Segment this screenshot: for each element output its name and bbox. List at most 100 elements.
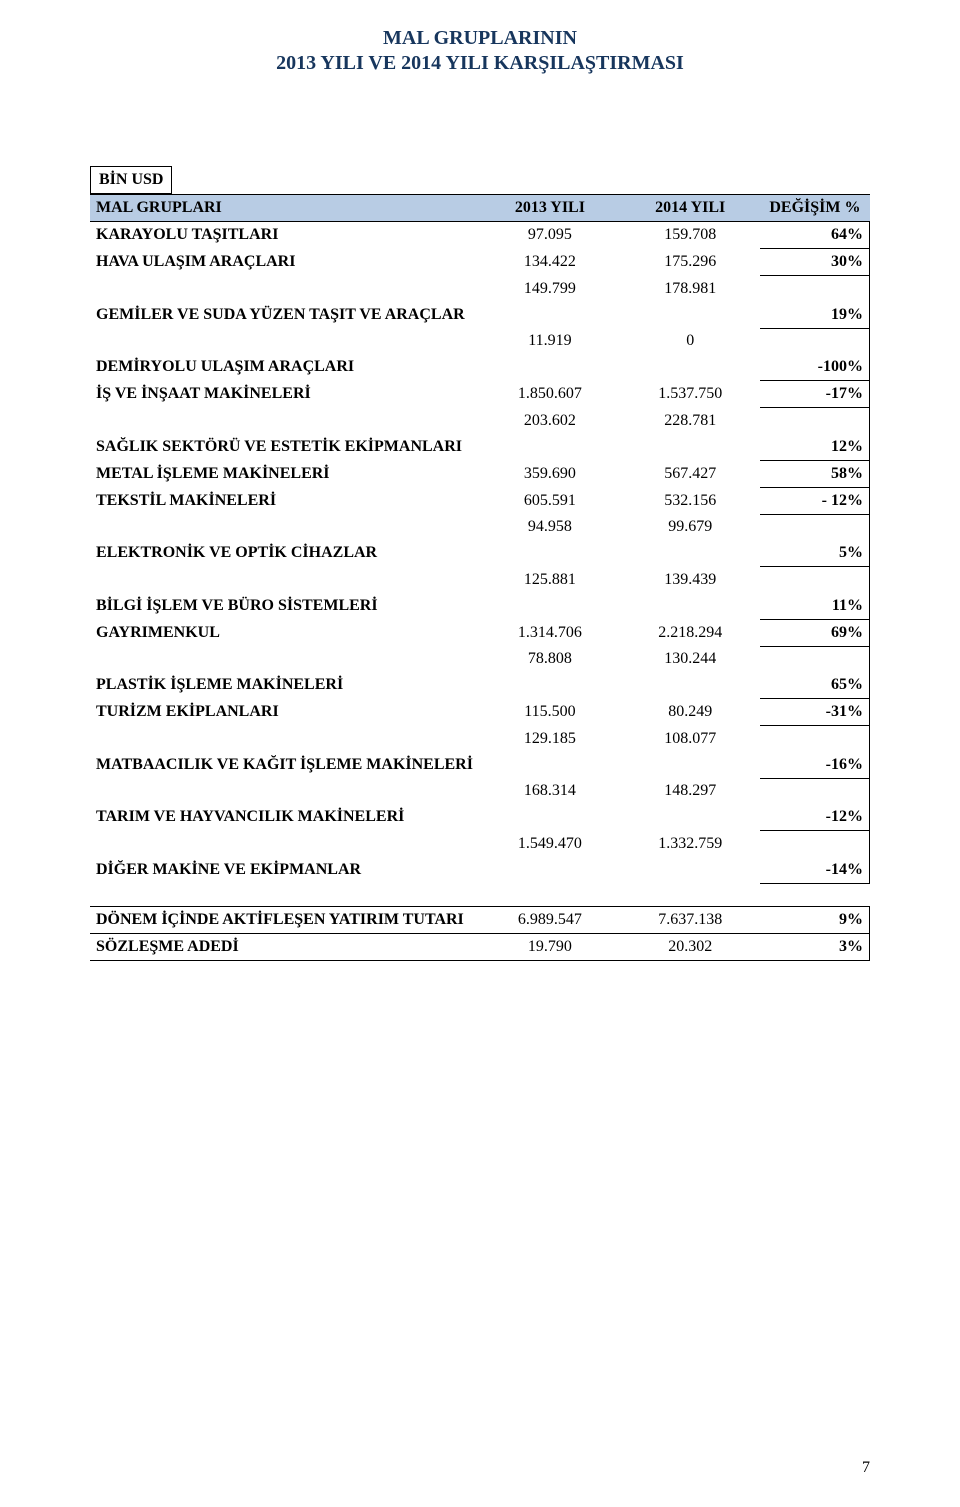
row-label: PLASTİK İŞLEME MAKİNELERİ xyxy=(90,672,480,699)
row-pct: 69% xyxy=(760,619,869,646)
row-pct-spacer xyxy=(760,646,869,672)
row-label: GAYRIMENKUL xyxy=(90,619,480,646)
row-pct-spacer xyxy=(760,567,869,593)
row-label: GEMİLER VE SUDA YÜZEN TAŞIT VE ARAÇLAR xyxy=(90,302,480,329)
row-2013: 1.850.607 xyxy=(480,381,620,408)
table-row: 94.958 99.679 xyxy=(90,514,870,540)
row-label: HAVA ULAŞIM ARAÇLARI xyxy=(90,249,480,276)
table-row: DEMİRYOLU ULAŞIM ARAÇLARI -100% xyxy=(90,354,870,381)
row-2013: 134.422 xyxy=(480,249,620,276)
table-row: GEMİLER VE SUDA YÜZEN TAŞIT VE ARAÇLAR 1… xyxy=(90,302,870,329)
row-pct: -31% xyxy=(760,699,869,726)
row-pct: 12% xyxy=(760,434,869,461)
row-label: TEKSTİL MAKİNELERİ xyxy=(90,487,480,514)
footer-pct: 9% xyxy=(760,906,869,933)
table-row: İŞ VE İNŞAAT MAKİNELERİ 1.850.607 1.537.… xyxy=(90,381,870,408)
row-label: METAL İŞLEME MAKİNELERİ xyxy=(90,460,480,487)
table-row: ELEKTRONİK VE OPTİK CİHAZLAR 5% xyxy=(90,540,870,567)
col-header-2014: 2014 YILI xyxy=(620,195,760,222)
table-row: BİLGİ İŞLEM VE BÜRO SİSTEMLERİ 11% xyxy=(90,593,870,620)
table-row: PLASTİK İŞLEME MAKİNELERİ 65% xyxy=(90,672,870,699)
row-label: TURİZM EKİPLANLARI xyxy=(90,699,480,726)
row-pct: 19% xyxy=(760,302,869,329)
page: MAL GRUPLARININ 2013 YILI VE 2014 YILI K… xyxy=(0,0,960,1507)
row-2014: 2.218.294 xyxy=(620,619,760,646)
row-pct-spacer xyxy=(760,778,869,804)
title-line-2: 2013 YILI VE 2014 YILI KARŞILAŞTIRMASI xyxy=(90,51,870,76)
footer-2014: 7.637.138 xyxy=(620,906,760,933)
row-2014: 1.332.759 xyxy=(620,831,760,857)
row-label: TARIM VE HAYVANCILIK MAKİNELERİ xyxy=(90,804,480,831)
unit-label: BİN USD xyxy=(90,166,172,194)
row-pct: - 12% xyxy=(760,487,869,514)
comparison-table: MAL GRUPLARI 2013 YILI 2014 YILI DEĞİŞİM… xyxy=(90,194,870,961)
col-header-2013: 2013 YILI xyxy=(480,195,620,222)
table-footer-row: SÖZLEŞME ADEDİ 19.790 20.302 3% xyxy=(90,933,870,960)
table-row: TEKSTİL MAKİNELERİ 605.591 532.156 - 12% xyxy=(90,487,870,514)
row-label: DİĞER MAKİNE VE EKİPMANLAR xyxy=(90,857,480,884)
table-row: 11.919 0 xyxy=(90,328,870,354)
row-2013: 129.185 xyxy=(480,726,620,752)
row-2014: 159.708 xyxy=(620,222,760,249)
footer-2013: 6.989.547 xyxy=(480,906,620,933)
row-pct-spacer xyxy=(760,276,869,302)
row-2013: 115.500 xyxy=(480,699,620,726)
row-pct: -100% xyxy=(760,354,869,381)
table-row: KARAYOLU TAŞITLARI 97.095 159.708 64% xyxy=(90,222,870,249)
table-row: 125.881 139.439 xyxy=(90,567,870,593)
row-2013: 605.591 xyxy=(480,487,620,514)
row-pct-spacer xyxy=(760,831,869,857)
footer-2014: 20.302 xyxy=(620,933,760,960)
row-2014: 228.781 xyxy=(620,408,760,434)
row-pct: 58% xyxy=(760,460,869,487)
table-row: 1.549.470 1.332.759 xyxy=(90,831,870,857)
row-2013: 168.314 xyxy=(480,778,620,804)
col-header-change: DEĞİŞİM % xyxy=(760,195,869,222)
row-2014: 80.249 xyxy=(620,699,760,726)
row-2014: 0 xyxy=(620,328,760,354)
table-row: GAYRIMENKUL 1.314.706 2.218.294 69% xyxy=(90,619,870,646)
row-2013: 125.881 xyxy=(480,567,620,593)
row-2013: 1.314.706 xyxy=(480,619,620,646)
row-2014: 139.439 xyxy=(620,567,760,593)
row-2014: 130.244 xyxy=(620,646,760,672)
table-row: 203.602 228.781 xyxy=(90,408,870,434)
row-pct: 11% xyxy=(760,593,869,620)
row-pct: 5% xyxy=(760,540,869,567)
row-2013: 97.095 xyxy=(480,222,620,249)
row-label: ELEKTRONİK VE OPTİK CİHAZLAR xyxy=(90,540,480,567)
row-pct: -14% xyxy=(760,857,869,884)
table-row: TARIM VE HAYVANCILIK MAKİNELERİ -12% xyxy=(90,804,870,831)
table-row: 149.799 178.981 xyxy=(90,276,870,302)
table-row: 129.185 108.077 xyxy=(90,726,870,752)
row-label: BİLGİ İŞLEM VE BÜRO SİSTEMLERİ xyxy=(90,593,480,620)
row-pct-spacer xyxy=(760,328,869,354)
row-2013: 78.808 xyxy=(480,646,620,672)
table-row: HAVA ULAŞIM ARAÇLARI 134.422 175.296 30% xyxy=(90,249,870,276)
title-line-1: MAL GRUPLARININ xyxy=(90,26,870,51)
row-pct: -17% xyxy=(760,381,869,408)
row-2014: 178.981 xyxy=(620,276,760,302)
row-2013: 203.602 xyxy=(480,408,620,434)
footer-pct: 3% xyxy=(760,933,869,960)
table-row: TURİZM EKİPLANLARI 115.500 80.249 -31% xyxy=(90,699,870,726)
row-pct-spacer xyxy=(760,514,869,540)
row-2013: 94.958 xyxy=(480,514,620,540)
row-label: SAĞLIK SEKTÖRÜ VE ESTETİK EKİPMANLARI xyxy=(90,434,480,461)
footer-label: SÖZLEŞME ADEDİ xyxy=(90,933,480,960)
row-label: KARAYOLU TAŞITLARI xyxy=(90,222,480,249)
row-pct: 30% xyxy=(760,249,869,276)
row-pct: -16% xyxy=(760,752,869,779)
row-2013: 359.690 xyxy=(480,460,620,487)
row-2014: 567.427 xyxy=(620,460,760,487)
row-label: DEMİRYOLU ULAŞIM ARAÇLARI xyxy=(90,354,480,381)
row-2014: 148.297 xyxy=(620,778,760,804)
table-row: 168.314 148.297 xyxy=(90,778,870,804)
row-pct: 64% xyxy=(760,222,869,249)
table-header-row: MAL GRUPLARI 2013 YILI 2014 YILI DEĞİŞİM… xyxy=(90,195,870,222)
page-title: MAL GRUPLARININ 2013 YILI VE 2014 YILI K… xyxy=(90,26,870,76)
col-header-label: MAL GRUPLARI xyxy=(90,195,480,222)
table-footer-row: DÖNEM İÇİNDE AKTİFLEŞEN YATIRIM TUTARI 6… xyxy=(90,906,870,933)
table-row: MATBAACILIK VE KAĞIT İŞLEME MAKİNELERİ -… xyxy=(90,752,870,779)
row-2014: 1.537.750 xyxy=(620,381,760,408)
